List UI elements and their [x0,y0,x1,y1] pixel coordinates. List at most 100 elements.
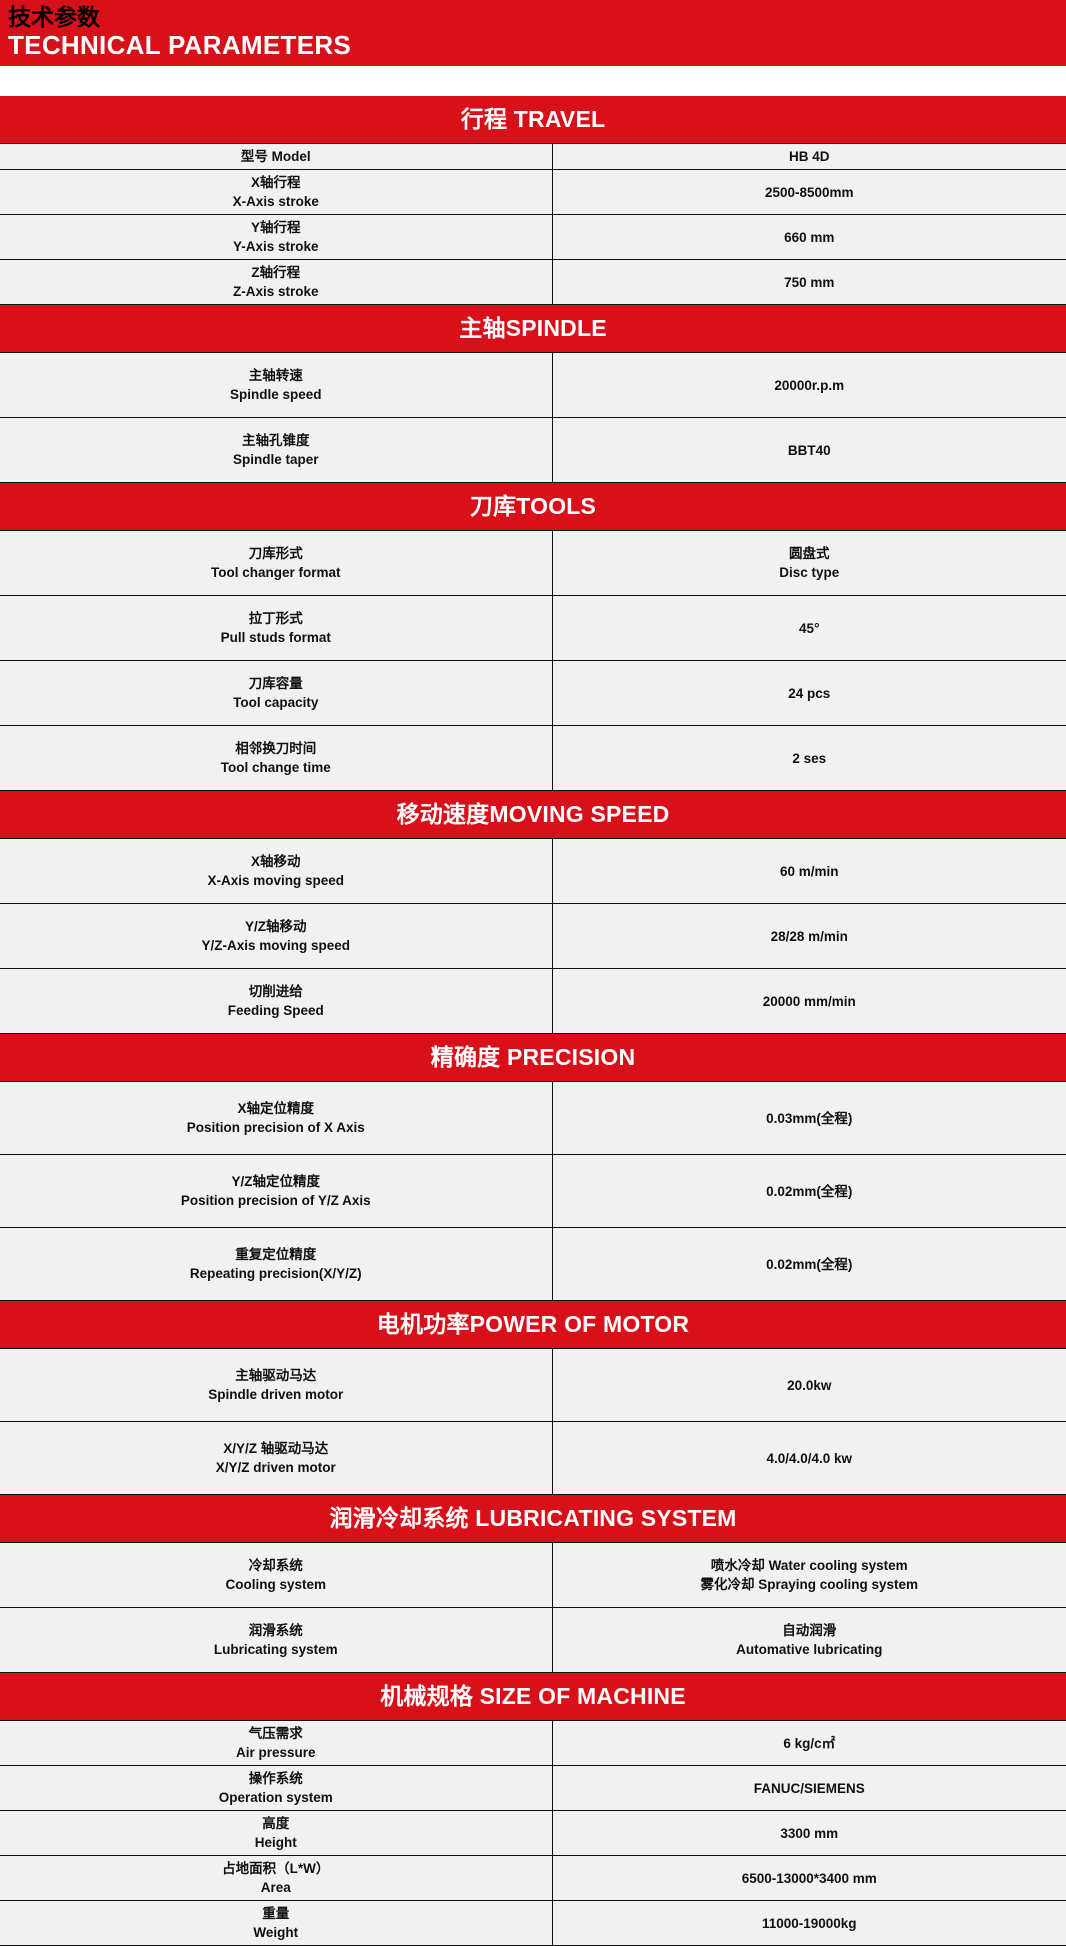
parameter-value-cell: 0.02mm(全程) [552,1227,1066,1301]
table-row: X轴定位精度 Position precision of X Axis 0.03mm… [0,1081,1066,1155]
parameter-value-cell: 20.0kw [552,1348,1066,1422]
table-row: 重量 Weight 11000-19000kg [0,1900,1066,1946]
parameter-label-en: Tool capacity [233,695,319,710]
parameter-value-cn: 喷水冷却 Water cooling system [710,1558,908,1573]
parameter-label-cell: Z轴行程 Z-Axis stroke [0,259,553,305]
parameter-label-cn: Y/Z轴移动 [244,919,307,934]
parameter-label-cell: 高度 Height [0,1810,553,1856]
section-header-label: 电机功率POWER OF MOTOR [0,1300,1066,1349]
parameter-label-en: Z-Axis stroke [232,284,319,299]
parameter-label-cell: 冷却系统 Cooling system [0,1542,553,1608]
parameter-label-cn: 重复定位精度 [235,1247,317,1262]
parameter-value-cell: 6500-13000*3400 mm [552,1855,1066,1901]
parameter-value-en: 660 mm [784,229,835,245]
table-row: Y/Z轴定位精度 Position precision of Y/Z Axis 0.… [0,1154,1066,1228]
parameter-label-cn: X轴定位精度 [237,1101,314,1116]
parameter-label-en: Pull studs format [220,630,331,645]
section-header-label: 润滑冷却系统 LUBRICATING SYSTEM [0,1494,1066,1543]
parameter-value-en: 0.02mm(全程) [766,1183,853,1199]
parameter-label-cell: X轴行程 X-Axis stroke [0,169,553,215]
page-title-en: TECHNICAL PARAMETERS [8,30,352,60]
parameter-label-en: Cooling system [225,1577,327,1592]
parameter-label-cell: 重量 Weight [0,1900,553,1946]
table-row: 占地面积（L*W） Area 6500-13000*3400 mm [0,1855,1066,1901]
parameter-label-en: Spindle driven motor [208,1387,344,1402]
parameter-value-cell: 4.0/4.0/4.0 kw [552,1421,1066,1495]
table-row: X轴行程 X-Axis stroke 2500-8500mm [0,169,1066,215]
section-header-label: 行程 TRAVEL [0,96,1066,144]
parameter-label-cell: 主轴转速 Spindle speed [0,352,553,418]
parameter-value-cell: 11000-19000kg [552,1900,1066,1946]
parameter-value-en: 6500-13000*3400 mm [741,1870,877,1886]
parameter-value-en: 2 ses [792,750,827,766]
parameter-label-en: Position precision of Y/Z Axis [180,1193,371,1208]
parameter-value-cell: HB 4D [552,143,1066,170]
section-header-row: 移动速度MOVING SPEED [0,790,1066,839]
specs-table-body: 行程 TRAVEL 型号 Model HB 4D X轴行程 X-Axis stroke 2… [0,96,1066,1946]
table-row: 型号 Model HB 4D [0,143,1066,170]
parameter-label-cn: 刀库容量 [248,676,303,691]
parameter-label-cell: X轴定位精度 Position precision of X Axis [0,1081,553,1155]
table-row: 主轴驱动马达 Spindle driven motor 20.0kw [0,1348,1066,1422]
table-row: 刀库容量 Tool capacity 24 pcs [0,660,1066,726]
parameter-label-en: Y/Z-Axis moving speed [201,938,351,953]
parameter-label-en: Spindle taper [232,452,319,467]
section-header-label: 移动速度MOVING SPEED [0,790,1066,839]
parameter-label-cn: 主轴转速 [248,368,303,383]
parameter-label-en: Tool changer format [210,565,341,580]
parameter-value-cell: 0.02mm(全程) [552,1154,1066,1228]
parameter-label-cell: X轴移动 X-Axis moving speed [0,838,553,904]
parameter-label-en: Spindle speed [229,387,322,402]
parameter-value-en: 750 mm [784,274,835,290]
parameter-label-cn: 润滑系统 [248,1623,303,1638]
parameter-value-en: 28/28 m/min [770,928,848,944]
parameter-value-cn: 自动润滑 [782,1623,837,1638]
parameter-value-cell: 2500-8500mm [552,169,1066,215]
table-row: 润滑系统 Lubricating system 自动润滑 Automative lub… [0,1607,1066,1673]
parameter-value-cell: 喷水冷却 Water cooling system 雾化冷却 Spraying c… [552,1542,1066,1608]
parameter-value-en: HB 4D [789,149,830,164]
parameter-label-cn: 型号 Model [240,149,311,164]
section-header-label: 刀库TOOLS [0,482,1066,531]
parameter-label-cn: Z轴行程 [251,265,301,280]
table-row: 切削进给 Feeding Speed 20000 mm/min [0,968,1066,1034]
parameter-value-en: 20000r.p.m [774,377,845,393]
parameter-label-en: X-Axis moving speed [207,873,345,888]
parameter-value-en: 6 kg/c㎡ [783,1735,836,1751]
parameter-value-en: 24 pcs [788,685,831,701]
section-header-label: 机械规格 SIZE OF MACHINE [0,1672,1066,1721]
parameter-label-en: Height [254,1835,297,1850]
parameter-label-en: X-Axis stroke [232,194,319,209]
parameter-label-cn: X轴行程 [250,175,301,190]
parameter-value-en: Disc type [779,565,840,580]
parameter-value-en: 45° [799,620,820,636]
table-row: Z轴行程 Z-Axis stroke 750 mm [0,259,1066,305]
parameter-label-cell: 刀库形式 Tool changer format [0,530,553,596]
parameter-value-en: Automative lubricating [736,1642,883,1657]
parameter-value-cell: 28/28 m/min [552,903,1066,969]
parameter-label-cn: 气压需求 [248,1726,303,1741]
parameter-label-cn: 操作系统 [248,1771,303,1786]
parameter-label-en: X/Y/Z driven motor [215,1460,336,1475]
table-row: 主轴转速 Spindle speed 20000r.p.m [0,352,1066,418]
parameter-label-cell: 重复定位精度 Repeating precision(X/Y/Z) [0,1227,553,1301]
parameter-value-cell: 6 kg/c㎡ [552,1720,1066,1766]
parameter-value-cn: 圆盘式 [789,546,830,561]
parameter-label-cell: 主轴孔锥度 Spindle taper [0,417,553,483]
parameter-value-cell: BBT40 [552,417,1066,483]
parameter-value-en: 20000 mm/min [762,993,856,1009]
table-row: 相邻换刀时间 Tool change time 2 ses [0,725,1066,791]
parameter-label-cn: 冷却系统 [248,1558,303,1573]
parameter-label-cell: Y轴行程 Y-Axis stroke [0,214,553,260]
parameter-label-cell: 拉丁形式 Pull studs format [0,595,553,661]
parameter-value-cell: FANUC/SIEMENS [552,1765,1066,1811]
parameter-label-cell: Y/Z轴定位精度 Position precision of Y/Z Axis [0,1154,553,1228]
parameter-label-en: Feeding Speed [227,1003,324,1018]
section-header-label: 精确度 PRECISION [0,1033,1066,1082]
section-header-row: 行程 TRAVEL [0,96,1066,144]
parameter-value-en: 60 m/min [779,863,839,879]
parameter-value-en: 2500-8500mm [764,184,854,200]
parameter-label-en: Area [260,1880,291,1895]
parameter-value-cell: 24 pcs [552,660,1066,726]
page-banner: 技术参数 TECHNICAL PARAMETERS [0,0,1066,66]
